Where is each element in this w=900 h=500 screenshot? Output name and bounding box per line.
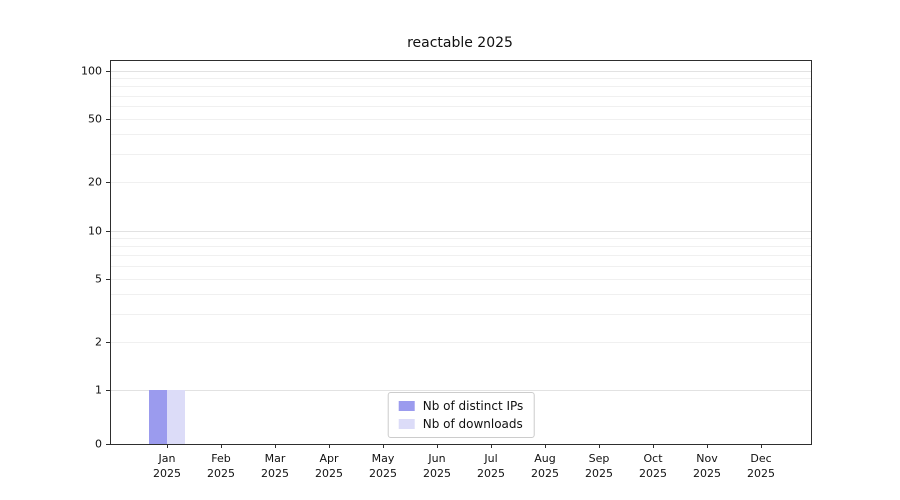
x-tick-mark — [491, 444, 492, 448]
x-tick-label: Oct 2025 — [639, 452, 667, 481]
gridline-minor — [111, 245, 811, 247]
x-tick-label: Sep 2025 — [585, 452, 613, 481]
gridline-minor — [111, 237, 811, 239]
x-tick-mark — [221, 444, 222, 448]
gridline-minor — [111, 119, 811, 120]
y-tick-mark — [106, 341, 111, 343]
x-tick-label: Feb 2025 — [207, 452, 235, 481]
x-tick-label: Aug 2025 — [531, 452, 559, 481]
y-tick-label: 50 — [88, 112, 102, 126]
y-tick-label: 10 — [88, 224, 102, 237]
gridline-minor — [111, 78, 811, 80]
gridline-major — [111, 71, 811, 72]
gridline-minor — [111, 106, 811, 108]
y-tick-mark — [106, 230, 111, 232]
gridline-minor — [111, 313, 811, 315]
y-tick-mark — [106, 182, 111, 184]
gridline-major — [111, 390, 811, 391]
x-tick-label: May 2025 — [369, 452, 397, 481]
legend-swatch-distinct-ips — [398, 401, 415, 411]
legend-label-distinct-ips: Nb of distinct IPs — [422, 399, 524, 413]
gridline-major — [111, 230, 811, 232]
y-tick-mark — [106, 444, 111, 445]
x-tick-mark — [329, 444, 330, 448]
bar-downloads — [167, 390, 185, 444]
plot-area: Dec 2025 Nov 2025 Oct 2025 Sep 2025 Aug 2025… — [81, 60, 812, 480]
legend-swatch-downloads — [398, 419, 415, 429]
x-tick-mark — [383, 444, 384, 448]
x-tick-label: Jul 2025 — [477, 452, 505, 481]
y-tick-mark — [106, 119, 111, 120]
legend: Nb of distinct IPs Nb of downloads — [387, 392, 535, 438]
legend-label-downloads: Nb of downloads — [422, 417, 523, 431]
y-tick-mark — [106, 278, 111, 280]
y-tick-label: 1 — [95, 383, 102, 397]
x-tick-mark — [761, 444, 762, 448]
x-tick-label: Nov 2025 — [693, 452, 721, 481]
legend-item-distinct-ips: Nb of distinct IPs — [398, 399, 524, 413]
bar-distinct-ips — [149, 390, 167, 444]
x-tick-mark — [599, 444, 600, 448]
gridline-minor — [111, 341, 811, 343]
x-tick-mark — [437, 444, 438, 448]
chart-title: reactable 2025 — [407, 35, 513, 51]
x-tick-mark — [167, 444, 168, 448]
gridline-minor — [111, 182, 811, 184]
gridline-minor — [111, 293, 811, 295]
gridline-minor — [111, 278, 811, 280]
gridline-minor — [111, 134, 811, 136]
gridline-minor — [111, 154, 811, 156]
y-tick-mark — [106, 71, 111, 72]
y-tick-label: 2 — [95, 335, 102, 349]
x-tick-mark — [545, 444, 546, 448]
gridline-minor — [111, 265, 811, 267]
gridline-minor — [111, 86, 811, 88]
x-tick-label: Jun 2025 — [423, 452, 451, 481]
x-tick-label: Apr 2025 — [315, 452, 343, 481]
x-tick-label: Dec 2025 — [747, 452, 775, 481]
x-tick-mark — [653, 444, 654, 448]
y-tick-label: 5 — [95, 272, 102, 285]
x-tick-label: Mar 2025 — [261, 452, 289, 481]
gridline-minor — [111, 255, 811, 257]
x-tick-mark — [707, 444, 708, 448]
x-tick-label: Jan 2025 — [153, 452, 181, 481]
y-tick-label: 100 — [81, 64, 102, 78]
y-tick-label: 20 — [88, 175, 102, 189]
legend-item-downloads: Nb of downloads — [398, 417, 524, 431]
y-tick-label: 0 — [95, 437, 102, 451]
gridline-minor — [111, 95, 811, 97]
y-tick-mark — [106, 390, 111, 391]
x-tick-mark — [275, 444, 276, 448]
